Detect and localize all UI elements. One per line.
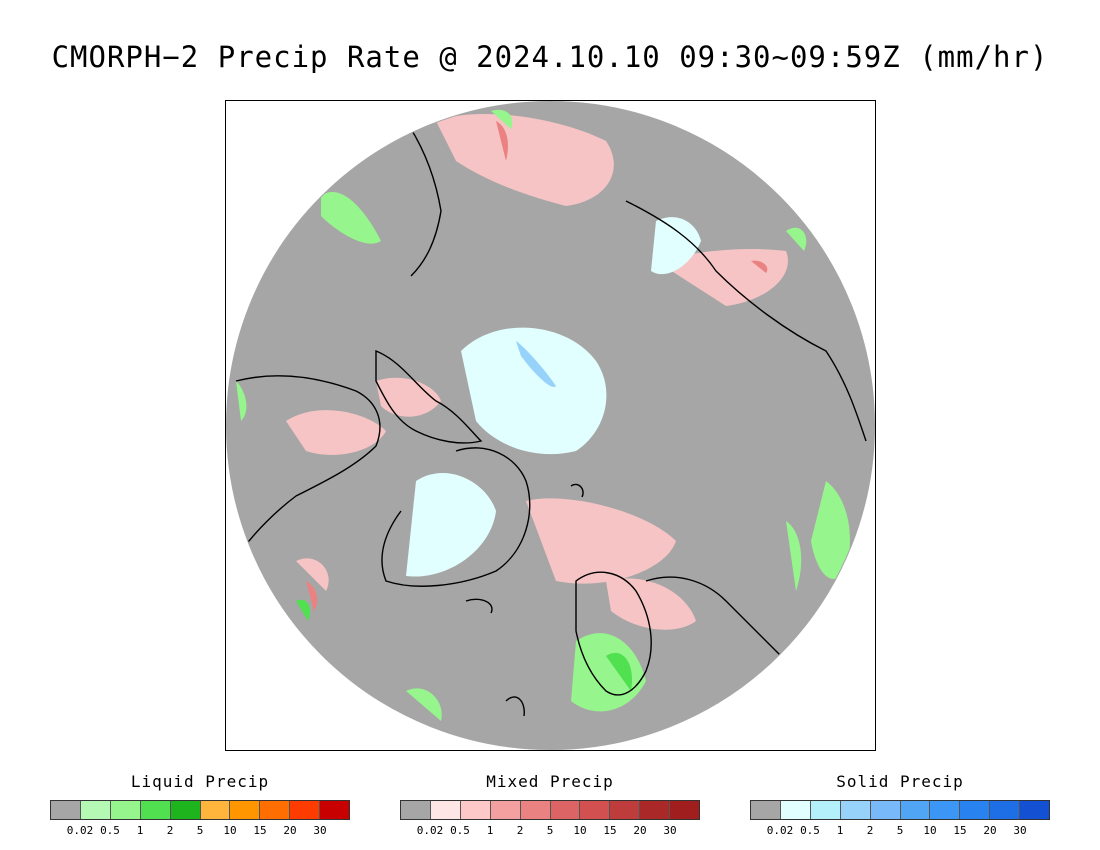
color-swatch [430, 801, 461, 819]
tick-labels: 0.02 0.5 1 2 5 10 15 20 30 [400, 824, 700, 838]
color-swatch [580, 801, 611, 819]
tick-label: 20 [283, 824, 297, 837]
legend-solid-precip: Solid Precip 0.02 0.5 1 2 5 10 15 20 30 [750, 772, 1050, 837]
tick-label: 10 [573, 824, 587, 837]
polar-map [225, 100, 876, 751]
color-swatch [960, 801, 991, 819]
scandinavia-coast [575, 571, 652, 696]
solid-precip-light-blue [516, 341, 556, 387]
color-swatch [200, 801, 231, 819]
color-swatch [610, 801, 641, 819]
north-america-coast [235, 375, 381, 552]
tick-label: 5 [546, 824, 554, 837]
color-swatch [640, 801, 671, 819]
tick-label: 1 [136, 824, 144, 837]
tick-label: 2 [866, 824, 874, 837]
color-swatch [670, 801, 700, 819]
legend-title: Solid Precip [836, 772, 964, 791]
canadian-archipelago-coast [375, 349, 483, 444]
solid-precip-area [406, 217, 701, 577]
tick-label: 2 [166, 824, 174, 837]
legend-mixed-precip: Mixed Precip 0.02 0.5 1 2 5 10 15 20 30 [400, 772, 700, 837]
chart-title: CMORPH−2 Precip Rate @ 2024.10.10 09:30~… [51, 40, 1049, 74]
color-swatch [490, 801, 521, 819]
color-swatch [51, 801, 81, 819]
tick-label: 30 [313, 824, 327, 837]
tick-label: 5 [196, 824, 204, 837]
color-swatch [810, 801, 841, 819]
coastlines [235, 120, 867, 717]
tick-label: 20 [983, 824, 997, 837]
color-swatch [930, 801, 961, 819]
tick-labels: 0.02 0.5 1 2 5 10 15 20 30 [50, 824, 350, 838]
svalbard-coast [570, 483, 584, 498]
color-swatch [140, 801, 171, 819]
color-swatch [840, 801, 871, 819]
color-swatch [990, 801, 1021, 819]
legend-liquid-precip: Liquid Precip 0.02 0.5 1 2 5 10 15 20 30 [50, 772, 350, 837]
color-swatch [751, 801, 781, 819]
color-swatch [80, 801, 111, 819]
legend-title: Mixed Precip [486, 772, 614, 791]
tick-label: 5 [896, 824, 904, 837]
color-swatch [170, 801, 201, 819]
tick-label: 1 [486, 824, 494, 837]
liquid-precip-heavy [296, 599, 632, 691]
color-swatch [550, 801, 581, 819]
tick-label: 2 [516, 824, 524, 837]
british-isles-coast [505, 696, 525, 717]
color-swatch [870, 801, 901, 819]
tick-label: 30 [663, 824, 677, 837]
color-swatch [900, 801, 931, 819]
color-swatch [401, 801, 431, 819]
color-bar [50, 800, 350, 820]
tick-label: 0.02 [66, 824, 94, 837]
tick-label: 0.02 [766, 824, 794, 837]
tick-label: 30 [1013, 824, 1027, 837]
tick-label: 0.5 [800, 824, 820, 837]
tick-label: 20 [633, 824, 647, 837]
legend-title: Liquid Precip [130, 772, 270, 791]
color-swatch [780, 801, 811, 819]
tick-label: 15 [253, 824, 267, 837]
mixed-precip-heavy [306, 121, 768, 611]
color-swatch [230, 801, 261, 819]
iceland-coast [465, 598, 493, 614]
color-swatch [320, 801, 350, 819]
russia-coast [625, 200, 867, 442]
color-swatch [1020, 801, 1050, 819]
color-bar [400, 800, 700, 820]
tick-label: 15 [953, 824, 967, 837]
tick-label: 10 [223, 824, 237, 837]
tick-labels: 0.02 0.5 1 2 5 10 15 20 30 [750, 824, 1050, 838]
tick-label: 0.02 [416, 824, 444, 837]
eurasia-coast [645, 576, 787, 662]
tick-label: 1 [836, 824, 844, 837]
tick-label: 0.5 [450, 824, 470, 837]
color-swatch [110, 801, 141, 819]
map-canvas [226, 101, 875, 750]
alaska-coast [405, 120, 442, 277]
liquid-precip-area [236, 109, 850, 721]
color-swatch [460, 801, 491, 819]
color-bar [750, 800, 1050, 820]
color-swatch [520, 801, 551, 819]
tick-label: 0.5 [100, 824, 120, 837]
tick-label: 10 [923, 824, 937, 837]
greenland-coast [381, 447, 531, 587]
tick-label: 15 [603, 824, 617, 837]
color-swatch [260, 801, 291, 819]
color-swatch [290, 801, 321, 819]
